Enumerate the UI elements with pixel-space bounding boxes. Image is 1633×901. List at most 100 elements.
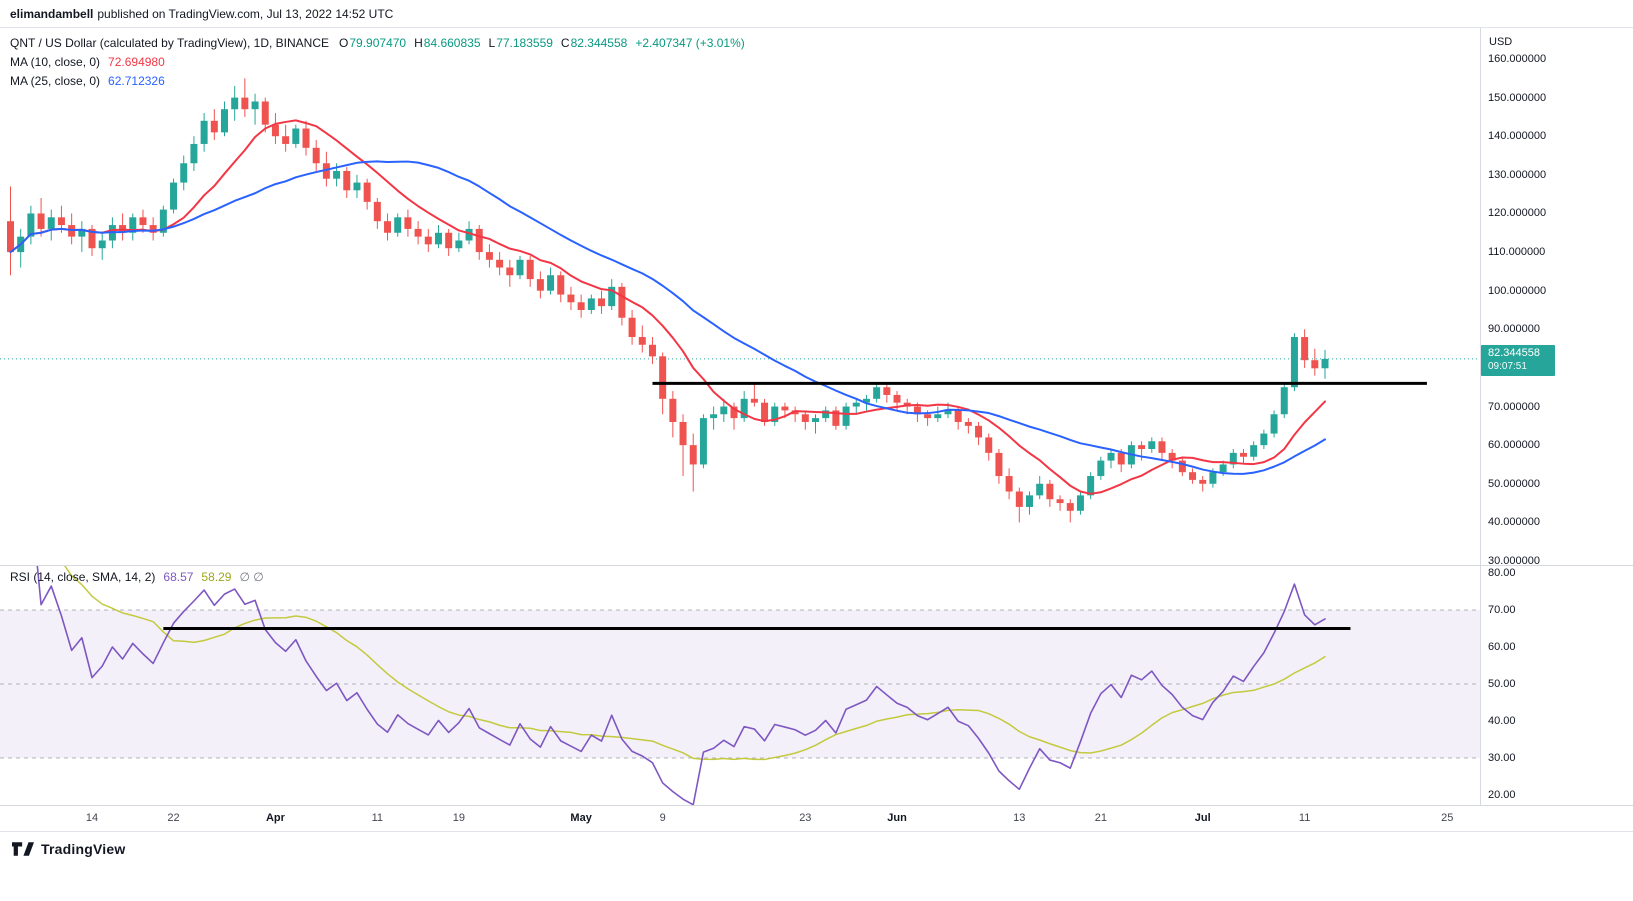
ma25-line bbox=[11, 161, 1326, 473]
pane-separator[interactable] bbox=[0, 565, 1633, 566]
candle-body bbox=[751, 399, 758, 403]
candle-body bbox=[364, 183, 371, 202]
candle-body bbox=[934, 414, 941, 418]
price-axis-label: 130.000000 bbox=[1488, 168, 1546, 182]
candle-body bbox=[883, 387, 890, 395]
candle-body bbox=[1148, 441, 1155, 449]
candle-body bbox=[425, 237, 432, 245]
candle-body bbox=[1281, 387, 1288, 414]
price-axis-label: 70.000000 bbox=[1488, 400, 1540, 414]
ma25-value: 62.712326 bbox=[108, 74, 165, 88]
candle-body bbox=[486, 252, 493, 260]
candle-body bbox=[333, 171, 340, 179]
price-pane[interactable] bbox=[0, 28, 1480, 565]
candle-body bbox=[1108, 453, 1115, 461]
rsi-band-values: ∅ ∅ bbox=[239, 570, 263, 584]
time-axis-label: 23 bbox=[799, 812, 811, 824]
candle-body bbox=[1301, 337, 1308, 360]
candle-body bbox=[1046, 484, 1053, 499]
candle-body bbox=[1077, 495, 1084, 510]
publish-info: published on TradingView.com, Jul 13, 20… bbox=[97, 7, 393, 21]
candle-body bbox=[853, 403, 860, 407]
candle-body bbox=[517, 260, 524, 275]
time-axis-label: 11 bbox=[1299, 812, 1310, 824]
candle-body bbox=[476, 229, 483, 252]
candle-body bbox=[567, 295, 574, 303]
candle-body bbox=[639, 337, 646, 345]
candle-body bbox=[1057, 499, 1064, 503]
rsi-axis-label: 20.00 bbox=[1488, 788, 1516, 802]
last-price-badge: 82.344558 09:07:51 bbox=[1481, 345, 1555, 376]
rsi-legend: RSI (14, close, SMA, 14, 2) 68.57 58.29 … bbox=[10, 570, 272, 584]
candle-body bbox=[455, 240, 462, 248]
price-axis-label: 160.000000 bbox=[1488, 52, 1546, 66]
candle-body bbox=[445, 233, 452, 248]
candle-body bbox=[1158, 441, 1165, 453]
ma10-row: MA (10, close, 0) 72.694980 bbox=[10, 52, 745, 71]
candle-body bbox=[262, 101, 269, 124]
candle-body bbox=[1179, 461, 1186, 473]
ohlc-high: H84.660835 bbox=[414, 36, 480, 50]
brand-name[interactable]: TradingView bbox=[41, 841, 125, 857]
candle-body bbox=[139, 217, 146, 225]
candle-body bbox=[211, 121, 218, 133]
candle-body bbox=[680, 422, 687, 445]
candle-body bbox=[843, 407, 850, 426]
time-axis-label: Apr bbox=[266, 812, 285, 824]
candle-body bbox=[292, 129, 299, 144]
candle-body bbox=[649, 345, 656, 357]
candle-body bbox=[527, 260, 534, 279]
candle-body bbox=[1271, 414, 1278, 433]
price-axis-label: 50.000000 bbox=[1488, 477, 1540, 491]
candle-body bbox=[1036, 484, 1043, 496]
time-axis-label: Jul bbox=[1195, 812, 1211, 824]
candle-body bbox=[384, 221, 391, 233]
candle-body bbox=[629, 318, 636, 337]
time-axis-label: 13 bbox=[1013, 812, 1025, 824]
candle-body bbox=[802, 414, 809, 422]
candle-body bbox=[812, 418, 819, 422]
candle-body bbox=[995, 453, 1002, 476]
candle-body bbox=[1006, 476, 1013, 491]
candle-body bbox=[659, 356, 666, 398]
tradingview-snapshot: elimandambell published on TradingView.c… bbox=[0, 0, 1633, 901]
time-axis-label: 21 bbox=[1095, 812, 1107, 824]
ma10-label: MA (10, close, 0) bbox=[10, 55, 100, 69]
candle-body bbox=[588, 298, 595, 310]
time-axis-label: May bbox=[570, 812, 591, 824]
candle-body bbox=[58, 217, 65, 225]
candle-body bbox=[343, 171, 350, 190]
candle-body bbox=[1189, 472, 1196, 480]
candle-body bbox=[1209, 472, 1216, 484]
candle-body bbox=[547, 275, 554, 290]
candle-body bbox=[415, 229, 422, 237]
footer: TradingView bbox=[12, 841, 125, 857]
candle-body bbox=[1322, 359, 1329, 368]
rsi-axis-label: 50.00 bbox=[1488, 677, 1516, 691]
rsi-pane[interactable] bbox=[0, 565, 1480, 805]
tradingview-logo-icon[interactable] bbox=[12, 841, 34, 857]
candle-body bbox=[975, 426, 982, 438]
price-axis-label: 40.000000 bbox=[1488, 515, 1540, 529]
candle-body bbox=[618, 287, 625, 318]
time-axis-label: Jun bbox=[887, 812, 907, 824]
ma10-value: 72.694980 bbox=[108, 55, 165, 69]
candle-body bbox=[700, 418, 707, 464]
candle-body bbox=[252, 101, 259, 109]
candle-body bbox=[1097, 461, 1104, 476]
ma25-label: MA (25, close, 0) bbox=[10, 74, 100, 88]
rsi-axis-label: 30.00 bbox=[1488, 751, 1516, 765]
time-axis-label: 25 bbox=[1441, 812, 1453, 824]
price-axis-label: 110.000000 bbox=[1488, 245, 1545, 259]
candle-body bbox=[7, 221, 14, 252]
candle-body bbox=[38, 213, 45, 228]
price-axis[interactable]: USD 160.000000150.000000140.000000130.00… bbox=[1480, 28, 1633, 805]
candle-body bbox=[710, 414, 717, 418]
time-axis[interactable]: 1422Apr1119May923Jun1321Jul1125 bbox=[0, 805, 1633, 832]
ohlc-low: L77.183559 bbox=[489, 36, 553, 50]
candle-body bbox=[1026, 495, 1033, 507]
candle-body bbox=[873, 387, 880, 399]
price-axis-label: 140.000000 bbox=[1488, 129, 1546, 143]
ma25-row: MA (25, close, 0) 62.712326 bbox=[10, 71, 745, 90]
candle-body bbox=[1240, 453, 1247, 457]
